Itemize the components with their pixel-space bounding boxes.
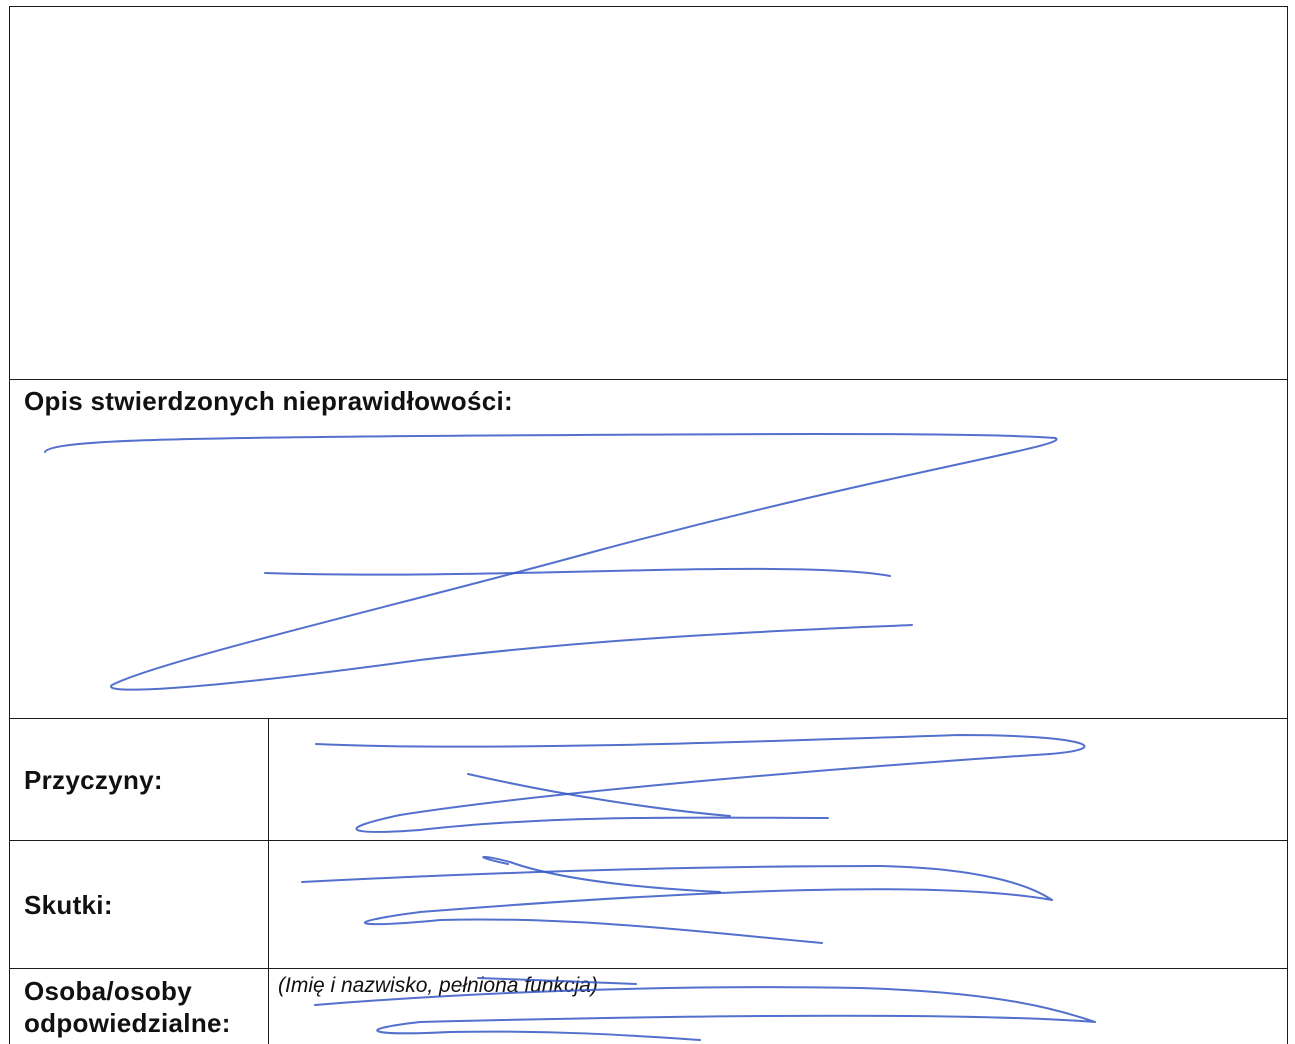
causes-row: Przyczyny: (9, 718, 1288, 840)
effects-label: Skutki: (24, 890, 113, 920)
description-section: Opis stwierdzonych nieprawidłowości: (9, 379, 1288, 718)
responsible-label: Osoba/osoby odpowiedzialne: (24, 975, 231, 1039)
causes-label-cell: Przyczyny: (10, 719, 269, 840)
responsible-label-line1: Osoba/osoby (24, 976, 192, 1006)
responsible-label-cell: Osoba/osoby odpowiedzialne: (10, 969, 269, 1044)
description-label: Opis stwierdzonych nieprawidłowości: (24, 386, 513, 416)
effects-row: Skutki: (9, 840, 1288, 968)
responsible-row: Osoba/osoby odpowiedzialne: (Imię i nazw… (9, 968, 1288, 1044)
blank-section (9, 6, 1288, 379)
form-table: Opis stwierdzonych nieprawidłowości: Prz… (9, 6, 1288, 1044)
effects-label-cell: Skutki: (10, 841, 269, 968)
responsible-hint: (Imię i nazwisko, pełniona funkcja) (278, 974, 598, 997)
responsible-label-line2: odpowiedzialne: (24, 1008, 231, 1038)
causes-label: Przyczyny: (24, 765, 163, 795)
